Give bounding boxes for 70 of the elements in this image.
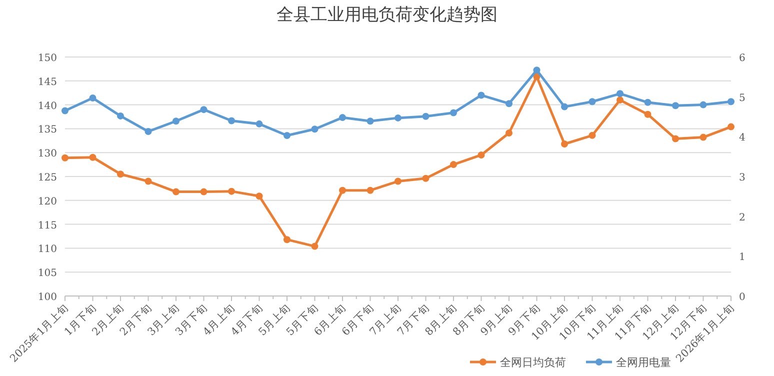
y2-tick-label: 4 [739,132,746,144]
point [144,128,152,135]
point [644,98,652,106]
legend-label: 全网用电量 [616,356,671,369]
point [700,101,707,108]
y-tick-label: 115 [38,220,57,232]
point [89,154,96,161]
point [117,112,124,120]
point [422,174,430,182]
y2-tick-label: 2 [739,212,746,224]
y-tick-label: 145 [38,76,57,88]
y2-tick-label: 6 [739,53,746,64]
y-tick-label: 150 [38,53,57,64]
point [672,102,679,110]
y2-tick-label: 5 [739,92,746,104]
point [228,188,235,195]
y-tick-label: 125 [38,172,57,184]
point [339,186,346,194]
point [506,130,512,136]
point [478,92,485,99]
y-tick-label: 120 [38,196,57,208]
point [478,151,485,158]
point [228,117,235,124]
chart-title: 全县工业用电负荷变化趋势图 [276,5,498,25]
point [394,178,402,185]
point [366,118,374,125]
point [311,242,318,250]
point [561,140,568,148]
legend-label: 全网日均负荷 [500,356,566,369]
point [728,123,734,130]
point [422,112,430,120]
y-tick-label: 105 [38,268,57,280]
point [200,188,208,196]
point [144,178,152,185]
point [616,90,624,98]
point [62,154,68,162]
y-tick-label: 130 [38,148,57,160]
y-tick-label: 135 [38,124,57,136]
point [256,120,263,128]
point [561,103,568,110]
point [533,66,540,74]
point [506,100,512,108]
point [172,188,180,196]
point [339,114,346,122]
y-tick-label: 140 [38,100,57,112]
point [644,110,652,118]
y-tick-label: 100 [38,292,57,303]
point [172,118,180,125]
point [588,98,596,106]
point [450,161,457,168]
point [366,186,374,194]
y2-tick-label: 1 [739,252,746,264]
point [672,135,679,142]
point [450,109,457,116]
point [117,170,124,178]
point [616,96,624,104]
point [728,98,734,106]
point [311,126,318,133]
point [588,132,596,139]
point [256,192,263,200]
y2-tick-label: 0 [739,292,746,303]
y-tick-label: 110 [38,244,57,256]
point [89,94,96,102]
point [394,114,402,122]
point [200,106,208,114]
point [284,132,290,139]
point [284,236,290,244]
point [62,107,68,114]
point [700,134,707,141]
y2-tick-label: 3 [739,172,746,184]
